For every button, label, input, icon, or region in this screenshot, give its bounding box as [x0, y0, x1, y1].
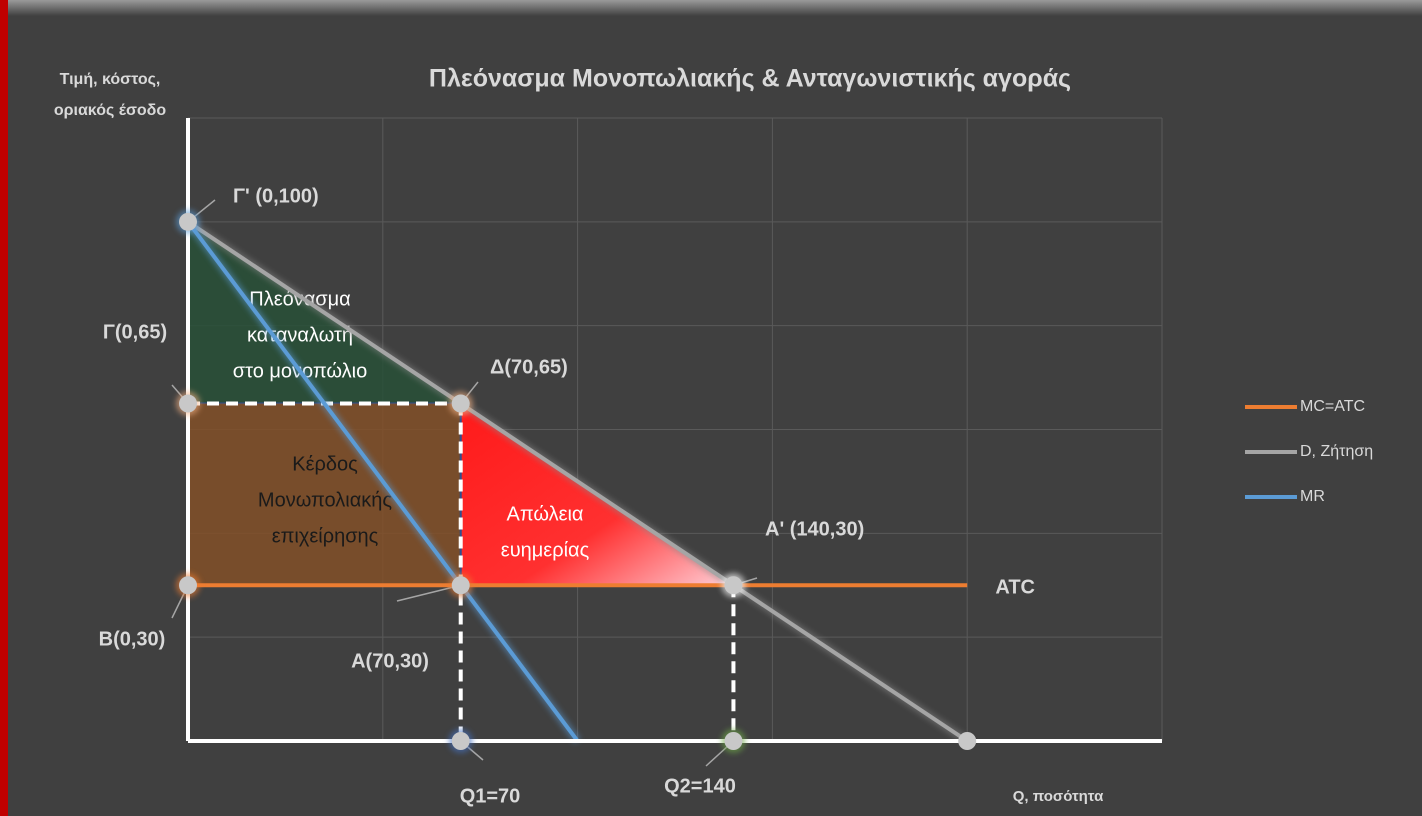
point [724, 732, 743, 750]
point [451, 732, 470, 750]
point-label: Γ' (0,100) [233, 185, 319, 207]
region-label: Απώλεια [506, 503, 583, 525]
point-label: Α' (140,30) [765, 518, 864, 540]
region [188, 403, 461, 586]
series-line [186, 220, 969, 743]
legend-label: MR [1300, 488, 1325, 505]
point-label: Q2=140 [664, 775, 736, 797]
point [451, 394, 470, 413]
region-label: Μονωπολιακής [258, 489, 393, 511]
legend-label: MC=ATC [1300, 398, 1365, 415]
point [179, 394, 197, 413]
x-axis-label: Q, ποσότητα [1013, 788, 1104, 805]
point [958, 732, 977, 750]
point [724, 576, 743, 595]
point-label: Q1=70 [460, 785, 521, 807]
point [451, 576, 470, 595]
left-border [0, 0, 8, 816]
point-label: Γ(0,65) [103, 321, 167, 343]
top-band [0, 0, 1422, 16]
point [179, 212, 197, 231]
point [179, 576, 197, 595]
chart-title: Πλεόνασμα Μονοπωλιακής & Ανταγωνιστικής … [429, 65, 1071, 93]
point-label: Β(0,30) [99, 628, 166, 650]
legend-label: D, Ζήτηση [1300, 443, 1373, 460]
region-label: ευημερίας [501, 539, 590, 561]
y-axis-label: οριακός έσοδο [54, 102, 167, 119]
series-line [186, 220, 580, 743]
point-label: Δ(70,65) [490, 356, 568, 378]
point-label: Α(70,30) [351, 650, 429, 672]
region-label: επιχείρησης [272, 525, 379, 547]
y-axis-label: Τιμή, κόστος, [60, 71, 161, 88]
region-label: Κέρδος [292, 453, 358, 475]
line-label: ATC [995, 577, 1035, 599]
